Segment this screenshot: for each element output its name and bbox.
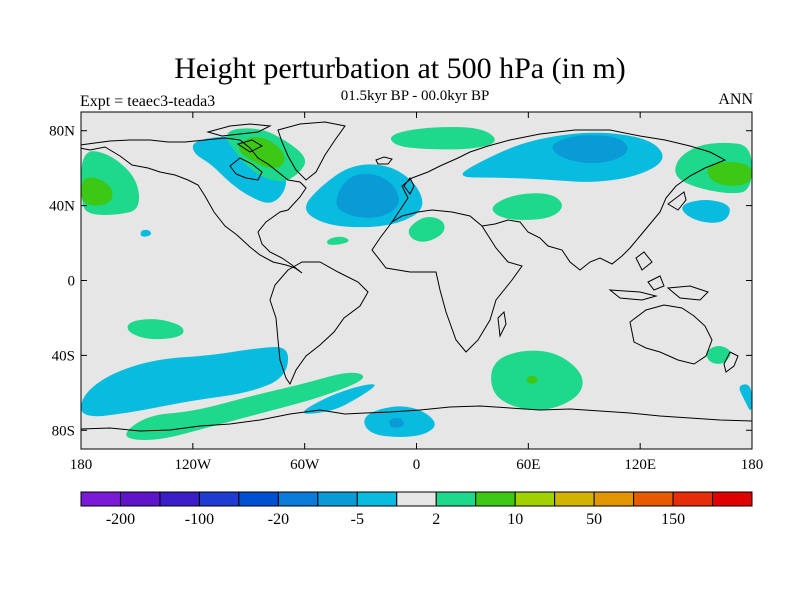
lon-tick-label: 60W	[290, 457, 320, 473]
colorbar-box	[514, 491, 556, 507]
coast-southeast-asia	[608, 251, 709, 301]
coast-europe-africa	[371, 209, 523, 353]
colorbar-box	[712, 491, 753, 507]
contour-fill-5	[682, 200, 730, 223]
colorbar-label: 50	[586, 511, 602, 528]
coast-madagascar	[497, 310, 507, 338]
colorbar-label: 2	[432, 511, 440, 528]
coast-antarctica	[81, 405, 752, 432]
coast-australia	[629, 304, 713, 365]
contour-fill-21	[327, 236, 349, 245]
colorbar-box	[317, 491, 358, 507]
contour-fill-8	[303, 384, 375, 414]
contour-fills	[81, 127, 752, 440]
lat-tick-label: 80S	[52, 423, 75, 439]
contour-fill-16	[81, 177, 113, 206]
colorbar-box	[554, 491, 595, 507]
lat-tick-label: 0	[68, 274, 76, 290]
contour-fill-6	[140, 229, 152, 237]
coast-new-zealand	[723, 351, 739, 373]
coast-uk	[403, 177, 415, 195]
coast-greenland	[277, 121, 346, 181]
contour-fill-18	[707, 161, 752, 186]
contour-fill-26	[526, 375, 538, 384]
contour-fill-23	[126, 372, 364, 440]
coast-eurasia	[391, 129, 727, 271]
contour-fill-7	[81, 346, 289, 417]
colorbar-box	[238, 491, 279, 507]
lat-tick-label: 40N	[49, 199, 75, 215]
colorbar-box	[198, 491, 240, 507]
plot-title: Height perturbation at 500 hPa (in m)	[174, 52, 626, 85]
colorbar-box	[356, 491, 398, 507]
colorbar: -200 -100 -20 -5 2 10 50 150	[80, 491, 753, 528]
contour-fill-11	[739, 384, 752, 411]
colorbar-box	[396, 491, 437, 507]
contour-fill-4	[552, 135, 628, 164]
colorbar-label: 10	[507, 511, 523, 528]
season-label: ANN	[718, 91, 753, 108]
lon-tick-label: 60E	[516, 457, 540, 473]
colorbar-label: -100	[185, 511, 214, 528]
contour-fill-10	[389, 417, 404, 428]
lon-tick-label: 0	[413, 457, 421, 473]
lon-tick-label: 120W	[174, 457, 212, 473]
colorbar-label: 150	[661, 511, 685, 528]
coast-arctic-islands	[206, 123, 272, 153]
coastlines	[81, 121, 752, 432]
colorbar-box	[277, 491, 319, 507]
contour-fill-13	[238, 137, 285, 169]
coast-hudson-bay	[229, 157, 263, 181]
colorbar-label: -200	[106, 511, 135, 528]
colorbar-box	[159, 491, 200, 507]
coast-north-america	[81, 137, 307, 274]
experiment-label: Expt = teaec3-teada3	[80, 93, 216, 110]
contour-fill-14	[390, 127, 495, 150]
colorbar-box	[80, 491, 121, 507]
latitude-axis: 80N 40N 0 40S 80S	[49, 124, 752, 439]
colorbar-box	[119, 491, 161, 507]
contour-fill-2	[336, 173, 399, 218]
colorbar-box	[475, 491, 516, 507]
colorbar-box	[672, 491, 714, 507]
lon-tick-label: 180	[70, 457, 93, 473]
coast-japan	[667, 191, 687, 211]
plot-subtitle: 01.5kyr BP - 00.0kyr BP	[340, 88, 490, 104]
contour-fill-20	[408, 216, 445, 242]
colorbar-label: -20	[268, 511, 289, 528]
lon-tick-label: 120E	[624, 457, 656, 473]
lat-tick-label: 40S	[52, 348, 75, 364]
longitude-axis: 180 120W 60W 0 60E 120E 180	[70, 112, 764, 473]
lon-tick-label: 180	[741, 457, 764, 473]
colorbar-label: -5	[351, 511, 364, 528]
coast-south-america	[269, 261, 369, 386]
colorbar-box	[435, 491, 477, 507]
contour-fill-19	[492, 193, 562, 220]
coast-iceland	[375, 156, 393, 165]
colorbar-box	[593, 491, 635, 507]
contour-fill-25	[706, 346, 731, 364]
lat-tick-label: 80N	[49, 124, 75, 140]
contour-fill-22	[127, 319, 184, 340]
colorbar-box	[633, 491, 674, 507]
